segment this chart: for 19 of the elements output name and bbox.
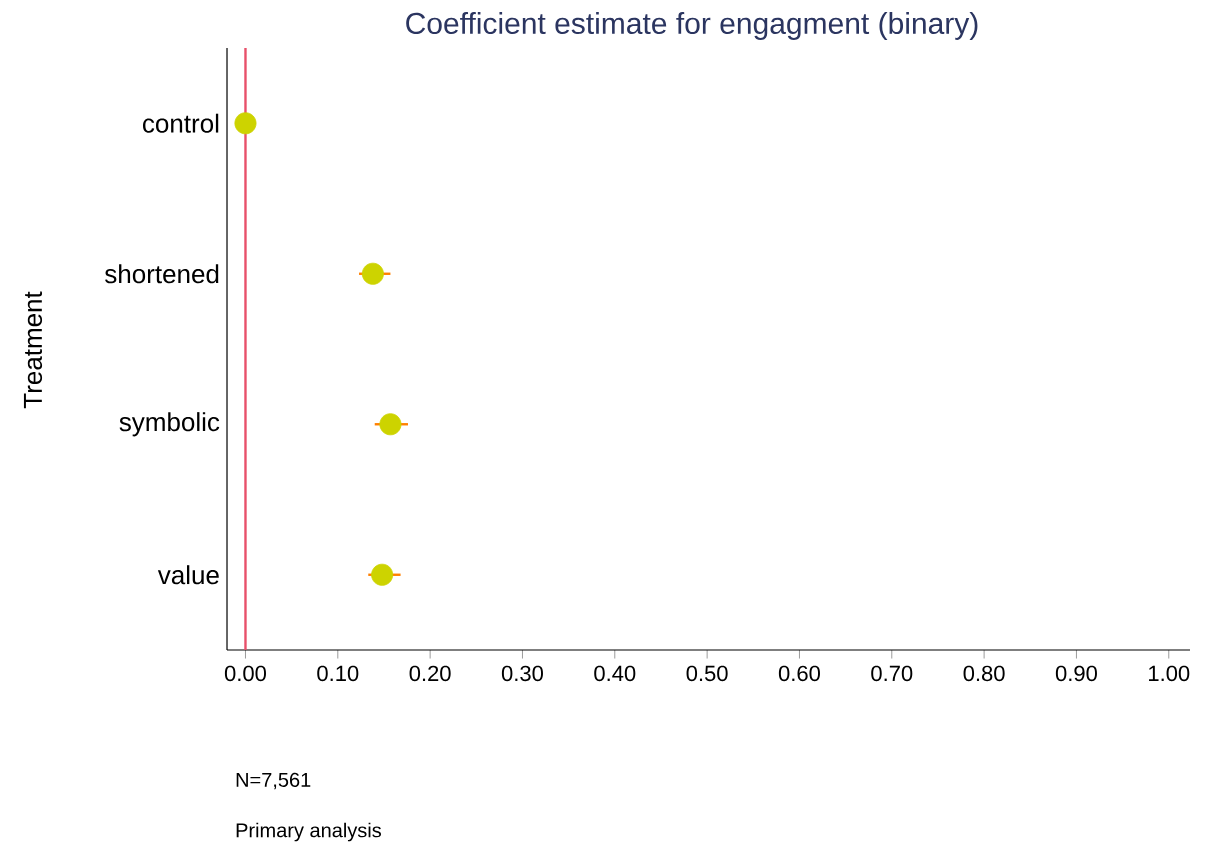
chart-title: Coefficient estimate for engagment (binary) [406,12,978,40]
text: N=7,561 [236,772,311,790]
x-tick-label: 0.80 [963,665,1005,682]
y-tick-label: value [157,565,219,585]
x-tick-label: 0.60 [778,665,820,682]
x-tick-label: 0.00 [224,665,266,682]
y-tick-label: control [143,113,219,133]
x-tick-label: 1.00 [1149,665,1190,682]
x-tick-label: 0.20 [409,665,451,682]
text: Primary analysis [236,822,382,842]
y-tick-label: shortened [105,264,219,284]
x-tick-label: 0.10 [317,665,359,682]
x-tick-label: 0.40 [594,665,636,682]
y-axis-title: Treatment [23,291,43,409]
x-tick-label: 0.90 [1055,665,1097,682]
x-tick-label: 0.30 [501,665,543,682]
x-tick-label: 0.70 [871,665,913,682]
x-tick-label: 0.50 [686,665,728,682]
y-tick-label: symbolic [119,412,220,437]
